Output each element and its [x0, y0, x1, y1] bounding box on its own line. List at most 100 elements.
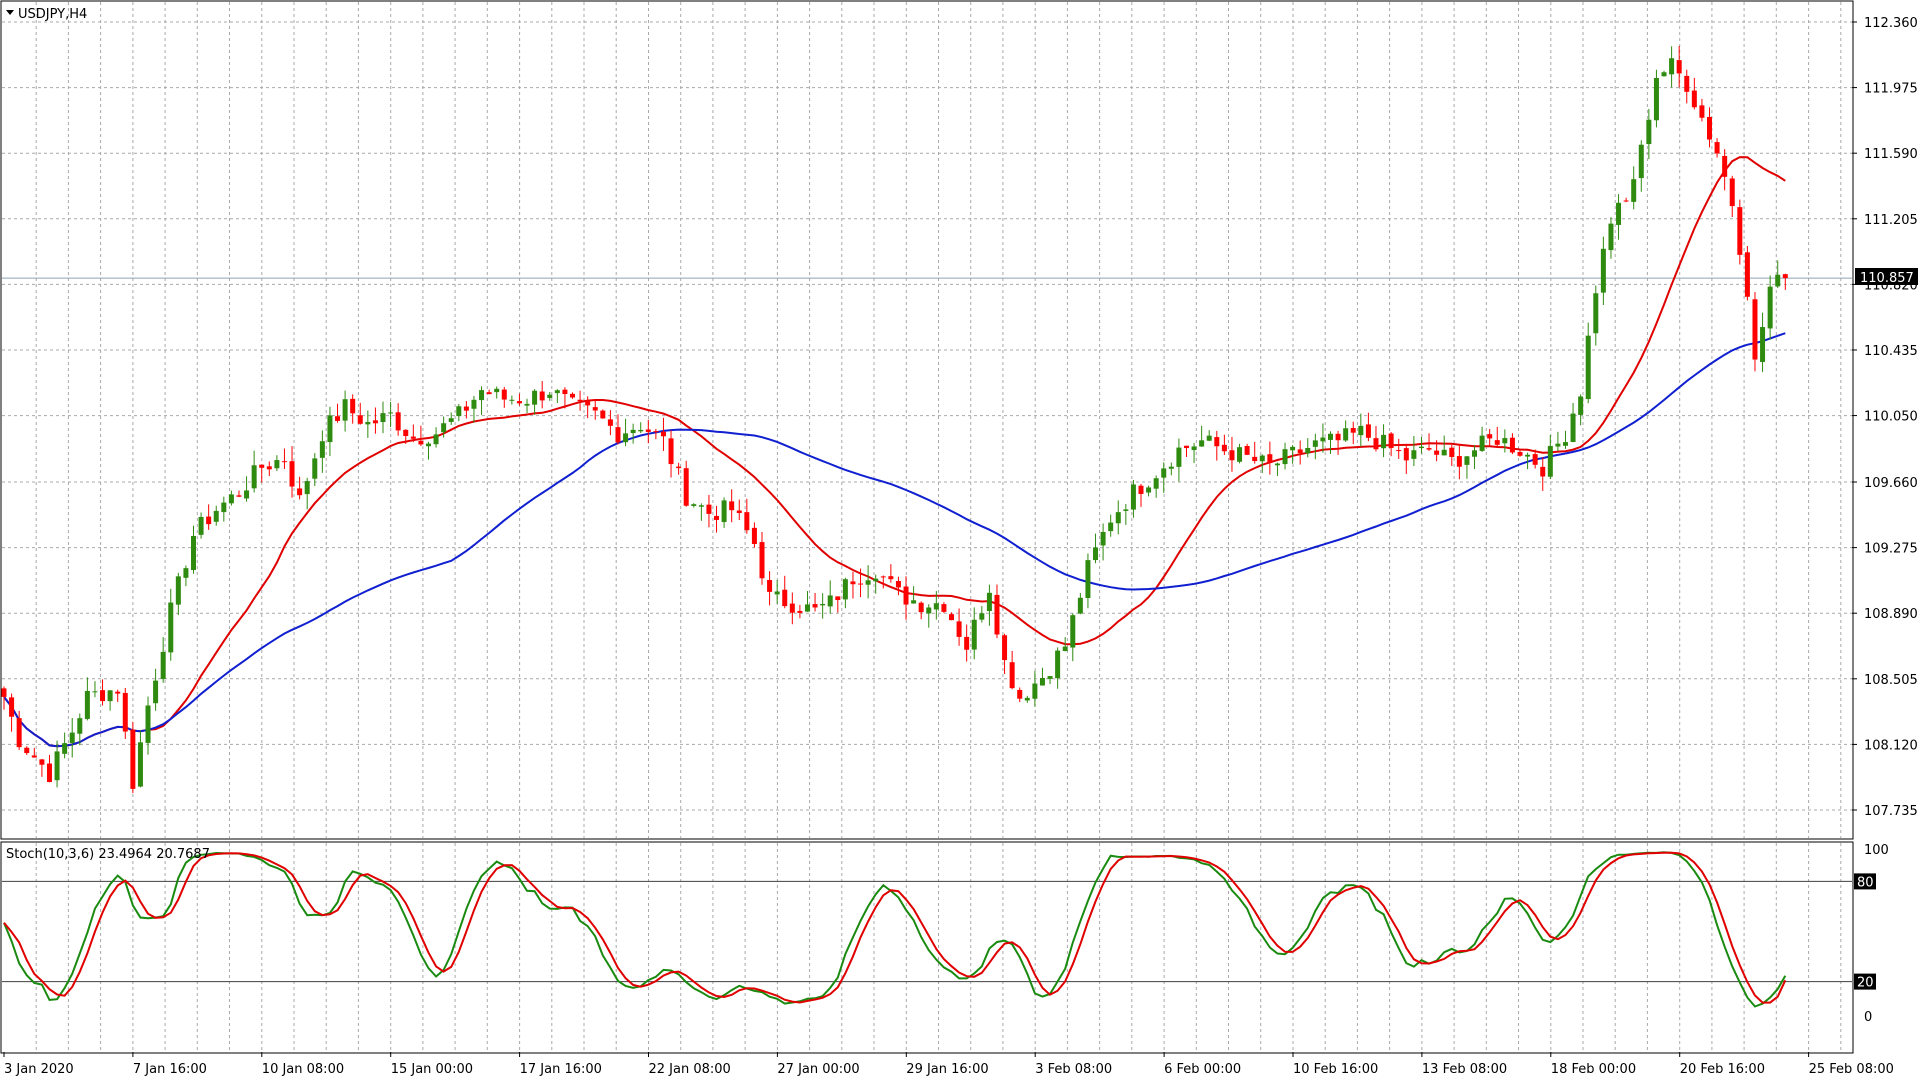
candle[interactable] [1290, 446, 1296, 451]
candle[interactable] [297, 488, 303, 496]
candle[interactable] [736, 510, 742, 514]
candle[interactable] [1775, 274, 1781, 287]
candle[interactable] [880, 576, 886, 578]
candle[interactable] [630, 429, 636, 434]
candle[interactable] [1009, 662, 1015, 689]
candle[interactable] [107, 690, 113, 702]
candle[interactable] [858, 583, 864, 585]
candle[interactable] [797, 610, 803, 613]
candle[interactable] [911, 600, 917, 604]
candle[interactable] [221, 502, 227, 513]
candle[interactable] [1, 688, 7, 697]
candle[interactable] [1699, 105, 1705, 118]
candle[interactable] [1570, 413, 1576, 443]
candle[interactable] [1161, 468, 1167, 478]
candle[interactable] [660, 431, 666, 437]
candle[interactable] [1608, 223, 1614, 251]
candle[interactable] [1517, 451, 1523, 456]
candle[interactable] [1744, 252, 1750, 297]
candle[interactable] [1676, 60, 1682, 74]
candle[interactable] [1229, 450, 1235, 461]
candle[interactable] [1767, 286, 1773, 329]
candle[interactable] [266, 466, 272, 470]
candle[interactable] [153, 680, 159, 704]
candle[interactable] [1365, 424, 1371, 438]
candle[interactable] [281, 461, 287, 463]
candle[interactable] [600, 410, 606, 419]
candle[interactable] [1729, 178, 1735, 207]
candle[interactable] [835, 596, 841, 600]
candle[interactable] [145, 705, 151, 743]
candle[interactable] [721, 500, 727, 523]
candle[interactable] [1259, 455, 1265, 462]
candle[interactable] [160, 651, 166, 680]
candle[interactable] [77, 718, 83, 734]
candle[interactable] [1449, 447, 1455, 458]
candle[interactable] [228, 494, 234, 504]
candle[interactable] [850, 581, 856, 585]
candle[interactable] [486, 392, 492, 395]
candle[interactable] [380, 413, 386, 423]
candle[interactable] [357, 415, 363, 424]
candle[interactable] [547, 394, 553, 398]
candle[interactable] [1335, 433, 1341, 441]
candle[interactable] [714, 515, 720, 520]
candle[interactable] [1426, 448, 1432, 450]
candle[interactable] [1297, 449, 1303, 454]
candle[interactable] [471, 399, 477, 409]
candle[interactable] [676, 466, 682, 469]
candle[interactable] [168, 602, 174, 653]
candle[interactable] [1305, 447, 1311, 454]
candle[interactable] [926, 607, 932, 614]
candle[interactable] [372, 420, 378, 424]
candle[interactable] [1502, 438, 1508, 444]
candle[interactable] [1487, 434, 1493, 439]
candle[interactable] [1760, 327, 1766, 362]
candle[interactable] [888, 576, 894, 580]
candle[interactable] [1464, 456, 1470, 465]
candle[interactable] [1669, 58, 1675, 75]
candle[interactable] [84, 690, 90, 719]
candle[interactable] [418, 440, 424, 445]
candle[interactable] [304, 481, 310, 495]
candle[interactable] [1418, 446, 1424, 449]
candle[interactable] [820, 603, 826, 606]
candle[interactable] [638, 429, 644, 432]
candle[interactable] [585, 401, 591, 406]
candle[interactable] [1684, 75, 1690, 92]
candle[interactable] [706, 504, 712, 514]
candle[interactable] [1616, 202, 1622, 225]
candle[interactable] [365, 421, 371, 425]
candle[interactable] [1123, 509, 1129, 511]
candle[interactable] [1085, 560, 1091, 598]
candle[interactable] [312, 458, 318, 479]
candle[interactable] [1653, 78, 1659, 121]
candle[interactable] [1274, 463, 1280, 466]
candle[interactable] [1396, 450, 1402, 452]
candle[interactable] [509, 399, 515, 401]
candle[interactable] [1168, 466, 1174, 469]
candle[interactable] [1532, 454, 1538, 465]
candle[interactable] [562, 389, 568, 395]
candle[interactable] [1388, 433, 1394, 448]
candle[interactable] [1176, 447, 1182, 467]
candle[interactable] [570, 393, 575, 398]
candle[interactable] [782, 589, 788, 607]
candle[interactable] [986, 592, 992, 611]
candle[interactable] [425, 443, 431, 447]
candle[interactable] [1525, 454, 1531, 457]
candle[interactable] [1017, 689, 1023, 699]
candle[interactable] [532, 390, 538, 405]
candle[interactable] [1282, 449, 1288, 465]
candle[interactable] [1646, 119, 1652, 145]
candle[interactable] [1100, 531, 1106, 546]
candle[interactable] [895, 581, 901, 588]
candle[interactable] [1199, 440, 1205, 447]
candle[interactable] [1002, 635, 1008, 661]
candle[interactable] [244, 490, 250, 499]
candle[interactable] [1138, 485, 1144, 494]
candle[interactable] [1115, 512, 1121, 524]
candle[interactable] [1077, 597, 1083, 614]
candle[interactable] [1562, 442, 1568, 446]
candle[interactable] [1782, 274, 1788, 279]
